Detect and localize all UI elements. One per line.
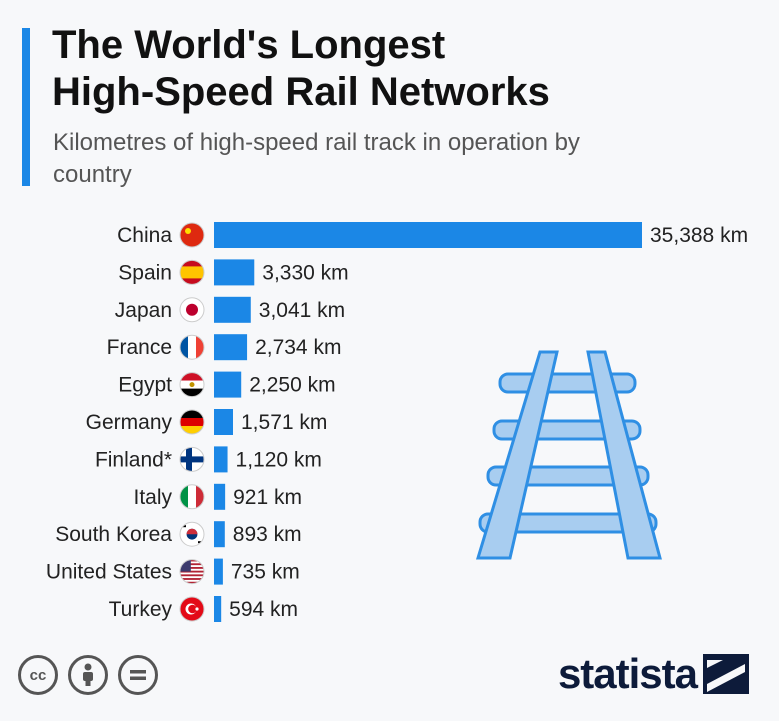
value-label: 2,734 km xyxy=(255,336,341,359)
value-label: 893 km xyxy=(233,523,302,546)
bar-row: France 2,734 km xyxy=(107,334,341,361)
south-korea-flag-icon xyxy=(179,521,205,547)
italy-flag-icon xyxy=(179,484,205,510)
chart-subtitle: Kilometres of high-speed rail track in o… xyxy=(53,129,580,188)
statista-mark-icon xyxy=(703,654,749,694)
bar-row: United States 735 km xyxy=(46,558,300,585)
bar xyxy=(214,596,222,622)
finland-flag-icon xyxy=(179,446,205,472)
category-label: France xyxy=(107,336,172,359)
title-line-1: The World's Longest xyxy=(52,23,446,67)
category-label: Finland* xyxy=(95,448,172,471)
bar-row: South Korea 893 km xyxy=(55,521,302,548)
no-derivatives-icon[interactable] xyxy=(118,655,158,695)
spain-flag-icon xyxy=(179,259,205,285)
value-label: 35,388 km xyxy=(650,224,748,247)
category-label: Turkey xyxy=(109,598,173,621)
bar-row: China 35,388 km xyxy=(117,222,748,248)
value-label: 1,120 km xyxy=(236,448,322,471)
rail-sleeper xyxy=(478,512,658,534)
cc-icon[interactable]: cc xyxy=(18,655,58,695)
category-label: South Korea xyxy=(55,523,172,546)
bar xyxy=(214,483,226,510)
rail-track-illustration xyxy=(475,350,662,560)
bar xyxy=(214,558,223,585)
bar-row: Turkey 594 km xyxy=(109,596,298,622)
bar xyxy=(214,334,248,361)
bar xyxy=(214,446,228,473)
bar-row: Finland* 1,120 km xyxy=(95,446,322,473)
category-label: Germany xyxy=(86,411,173,434)
value-label: 3,041 km xyxy=(259,299,345,322)
bar-row: Spain 3,330 km xyxy=(118,259,349,286)
bar-row: Germany 1,571 km xyxy=(86,409,327,435)
bar xyxy=(214,222,642,248)
china-flag-icon xyxy=(179,222,205,248)
egypt-flag-icon xyxy=(179,372,205,398)
value-label: 735 km xyxy=(231,561,300,584)
value-label: 921 km xyxy=(233,486,302,509)
attribution-icon[interactable] xyxy=(68,655,108,695)
bar xyxy=(214,521,225,548)
rail-left xyxy=(475,350,559,560)
value-label: 2,250 km xyxy=(249,374,335,397)
bar-row: Japan 3,041 km xyxy=(115,296,345,323)
bars-group: China 35,388 km Spain 3,330 km Japan 3,041 km… xyxy=(46,222,748,622)
category-label: Spain xyxy=(118,261,172,284)
statista-logo[interactable]: statista xyxy=(558,650,749,698)
united-states-flag-icon xyxy=(179,559,205,585)
germany-flag-icon xyxy=(179,409,205,435)
category-label: China xyxy=(117,224,172,247)
bar xyxy=(214,409,234,435)
value-label: 1,571 km xyxy=(241,411,327,434)
category-label: Egypt xyxy=(118,374,172,397)
japan-flag-icon xyxy=(179,297,205,323)
value-label: 3,330 km xyxy=(262,261,348,284)
chart-title: The World's Longest High-Speed Rail Netw… xyxy=(52,22,550,116)
france-flag-icon xyxy=(179,334,205,360)
bar xyxy=(214,371,242,398)
brand-name: statista xyxy=(557,650,698,697)
title-accent-bar xyxy=(22,28,30,186)
rail-right xyxy=(586,350,662,560)
category-label: Japan xyxy=(115,299,172,322)
bar-row: Egypt 2,250 km xyxy=(118,371,336,398)
category-label: Italy xyxy=(133,486,172,509)
license-icons: cc xyxy=(18,655,158,695)
bar xyxy=(214,296,251,323)
bar-row: Italy 921 km xyxy=(133,483,302,510)
bar xyxy=(214,259,255,286)
category-label: United States xyxy=(46,561,172,584)
turkey-flag-icon xyxy=(179,596,205,622)
value-label: 594 km xyxy=(229,598,298,621)
title-line-2: High-Speed Rail Networks xyxy=(52,70,550,114)
